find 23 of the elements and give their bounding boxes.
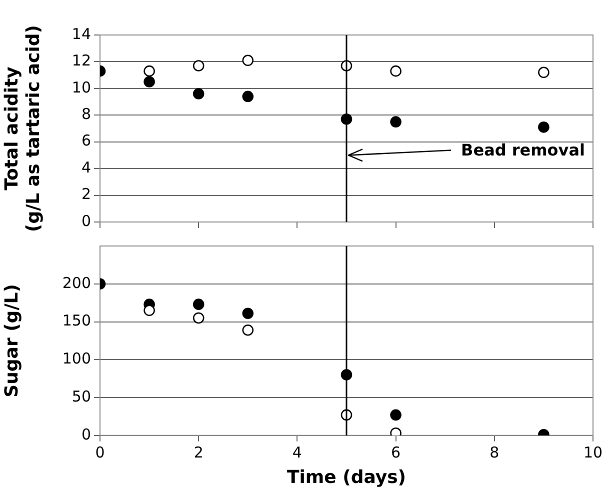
y-axis-title: Sugar (g/L) xyxy=(1,284,22,398)
y-tick-label: 150 xyxy=(62,312,91,330)
y-tick-label: 4 xyxy=(81,158,91,176)
y-tick-label: 6 xyxy=(81,132,91,150)
y-tick-label: 10 xyxy=(72,78,91,96)
y-tick-label: 50 xyxy=(72,387,91,406)
x-tick-label: 0 xyxy=(95,443,105,462)
y-tick-label: 8 xyxy=(81,105,91,124)
x-axis-title: Time (days) xyxy=(286,466,406,488)
y-tick-label: 200 xyxy=(62,274,91,292)
x-tick-label: 4 xyxy=(292,443,302,462)
x-tick-label: 10 xyxy=(583,443,603,462)
annotation: Bead removal xyxy=(461,140,585,160)
y-tick-label: 2 xyxy=(81,185,91,204)
y-tick-label: 14 xyxy=(72,24,91,43)
y-tick-label: 12 xyxy=(72,52,91,70)
y-tick-label: 0 xyxy=(81,212,91,230)
x-tick-label: 8 xyxy=(490,443,500,462)
y-tick-label: 0 xyxy=(81,425,91,444)
x-tick-label: 6 xyxy=(391,443,401,462)
y-tick-label: 100 xyxy=(62,350,91,368)
x-tick-label: 2 xyxy=(194,443,204,462)
y-axis-title: Total acidity (g/L as tartaric acid) xyxy=(1,24,44,232)
